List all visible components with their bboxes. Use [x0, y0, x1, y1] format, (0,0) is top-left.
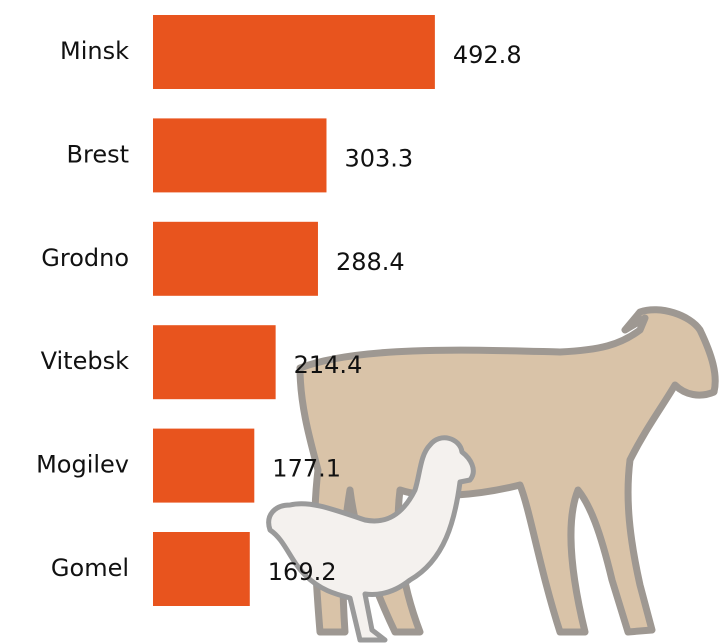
value-label: 177.1	[272, 455, 341, 483]
category-label: Minsk	[60, 37, 129, 65]
bar	[153, 532, 250, 606]
value-label: 214.4	[294, 351, 363, 379]
bar	[153, 429, 254, 503]
bar	[153, 118, 326, 192]
bar	[153, 15, 435, 89]
value-label: 169.2	[268, 558, 337, 586]
category-label: Vitebsk	[41, 347, 129, 375]
category-label: Mogilev	[36, 451, 129, 479]
category-label: Brest	[67, 140, 129, 168]
bar	[153, 222, 318, 296]
value-label: 288.4	[336, 248, 405, 276]
category-label: Gomel	[51, 554, 129, 582]
category-label: Grodno	[41, 244, 129, 272]
value-label: 303.3	[344, 144, 413, 172]
chart: Minsk 492.8 Brest 303.3 Grodno 288.4 Vitebsk 21…	[0, 0, 722, 643]
bar	[153, 325, 276, 399]
value-label: 492.8	[453, 41, 522, 69]
